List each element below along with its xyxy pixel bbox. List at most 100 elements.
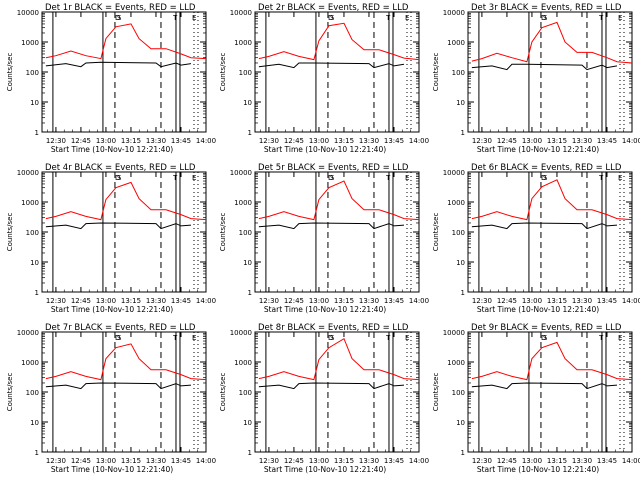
x-tick-label: 14:00	[622, 457, 640, 465]
x-tick-label: 13:15	[547, 457, 567, 465]
y-axis-label: Counts/sec	[6, 53, 14, 92]
x-tick-label: 14:00	[409, 137, 429, 145]
interval-marker-label: D	[541, 14, 546, 22]
lld-series-line	[45, 23, 207, 60]
lld-series-line	[258, 180, 420, 221]
plot-frame	[41, 11, 207, 133]
events-series-line	[45, 222, 192, 230]
detector-panel-8: Det 8r BLACK = Events, RED = LLD 1 10 100 10…	[219, 323, 429, 474]
interval-marker-label: S	[543, 174, 548, 182]
detector-panel-2: Det 2r BLACK = Events, RED = LLD 1 10 100 10…	[219, 3, 429, 154]
interval-marker-label: E	[405, 14, 409, 22]
x-tick-label: 14:00	[622, 297, 640, 305]
x-tick-label: 13:15	[121, 137, 141, 145]
x-tick-label: 13:45	[171, 297, 191, 305]
interval-marker-label: E	[405, 174, 409, 182]
x-tick-label: 13:30	[146, 297, 166, 305]
y-tick-label: 10	[30, 99, 39, 107]
x-tick-label: 12:45	[284, 457, 304, 465]
y-tick-label: 100	[26, 389, 39, 397]
detector-panel-4: Det 4r BLACK = Events, RED = LLD 1 10 100 10…	[6, 163, 216, 314]
y-tick-label: 10000	[443, 9, 465, 17]
panel-title: Det 6r BLACK = Events, RED = LLD	[471, 163, 622, 173]
x-tick-label: 12:45	[497, 457, 517, 465]
interval-marker-label: S	[330, 334, 335, 342]
x-tick-label: 13:45	[597, 137, 617, 145]
y-tick-label: 1	[248, 289, 252, 297]
y-tick-label: 10000	[17, 329, 39, 337]
x-tick-label: 13:00	[96, 457, 116, 465]
interval-marker-label: D	[115, 334, 120, 342]
panel-title: Det 7r BLACK = Events, RED = LLD	[45, 323, 196, 333]
y-tick-label: 1000	[21, 199, 39, 207]
y-tick-label: 1000	[21, 359, 39, 367]
x-tick-label: 14:00	[622, 137, 640, 145]
panel-title: Det 3r BLACK = Events, RED = LLD	[471, 3, 622, 13]
x-axis-label: Start Time (10-Nov-10 12:21:40)	[477, 305, 599, 314]
interval-marker-label: D	[328, 174, 333, 182]
interval-marker-label: D	[328, 14, 333, 22]
y-tick-label: 10000	[230, 329, 252, 337]
interval-marker-label: E	[192, 334, 196, 342]
interval-marker-label: S	[543, 334, 548, 342]
y-tick-label: 100	[452, 229, 465, 237]
x-tick-label: 13:15	[121, 457, 141, 465]
interval-marker-label: T	[172, 174, 178, 182]
y-tick-label: 10	[243, 99, 252, 107]
y-tick-label: 1000	[21, 39, 39, 47]
y-tick-label: 10	[30, 419, 39, 427]
y-tick-label: 1000	[234, 199, 252, 207]
lld-series-line	[258, 337, 420, 381]
x-tick-label: 13:30	[359, 457, 379, 465]
interval-marker-label: T	[172, 334, 178, 342]
x-tick-label: 12:30	[259, 297, 279, 305]
y-tick-label: 1000	[234, 359, 252, 367]
x-tick-label: 13:30	[146, 457, 166, 465]
plot-frame	[41, 171, 207, 293]
x-tick-label: 13:30	[359, 137, 379, 145]
y-tick-label: 10000	[443, 329, 465, 337]
y-tick-label: 1	[461, 449, 465, 457]
panel-title: Det 1r BLACK = Events, RED = LLD	[45, 3, 196, 13]
x-tick-label: 12:30	[259, 137, 279, 145]
events-series-line	[471, 382, 618, 390]
x-tick-label: 13:45	[171, 457, 191, 465]
x-tick-label: 12:45	[284, 297, 304, 305]
x-tick-label: 12:30	[46, 457, 66, 465]
panel-title: Det 2r BLACK = Events, RED = LLD	[258, 3, 409, 13]
x-tick-label: 13:00	[96, 297, 116, 305]
y-tick-label: 10000	[443, 169, 465, 177]
y-tick-label: 10	[243, 419, 252, 427]
x-tick-label: 12:30	[472, 137, 492, 145]
lld-series-line	[471, 341, 633, 381]
x-tick-label: 12:30	[472, 457, 492, 465]
interval-marker-label: D	[541, 334, 546, 342]
x-tick-label: 13:45	[597, 297, 617, 305]
y-tick-label: 100	[26, 69, 39, 77]
x-tick-label: 13:15	[547, 137, 567, 145]
x-axis-label: Start Time (10-Nov-10 12:21:40)	[264, 305, 386, 314]
x-tick-label: 12:30	[46, 137, 66, 145]
x-tick-label: 13:45	[171, 137, 191, 145]
x-axis-label: Start Time (10-Nov-10 12:21:40)	[264, 145, 386, 154]
interval-marker-label: S	[330, 174, 335, 182]
interval-marker-label: D	[541, 174, 546, 182]
x-tick-label: 13:30	[572, 137, 592, 145]
interval-marker-label: D	[328, 334, 333, 342]
y-tick-label: 1	[35, 289, 39, 297]
y-tick-label: 100	[452, 389, 465, 397]
x-tick-label: 13:15	[547, 297, 567, 305]
y-tick-label: 1	[248, 449, 252, 457]
y-tick-label: 1	[248, 129, 252, 137]
plot-frame	[467, 11, 633, 133]
x-tick-label: 14:00	[409, 457, 429, 465]
x-tick-label: 13:00	[522, 457, 542, 465]
x-tick-label: 13:30	[359, 297, 379, 305]
x-tick-label: 12:30	[46, 297, 66, 305]
y-axis-label: Counts/sec	[432, 373, 440, 412]
events-series-line	[45, 61, 192, 68]
lld-series-line	[471, 21, 633, 64]
interval-marker-label: E	[618, 334, 622, 342]
y-tick-label: 100	[239, 229, 252, 237]
